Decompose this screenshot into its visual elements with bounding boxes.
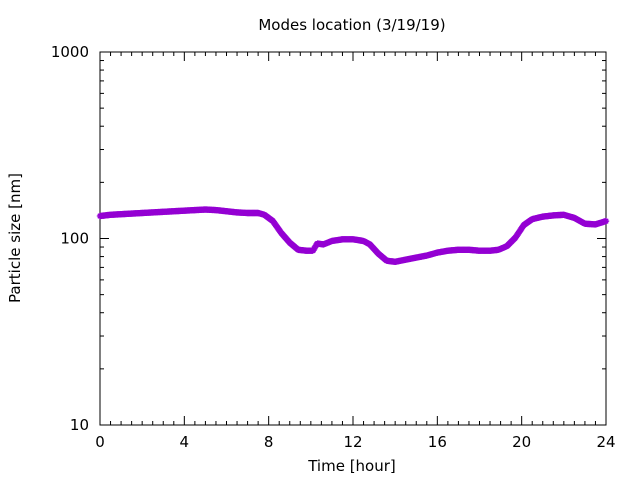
data-points bbox=[96, 206, 610, 266]
x-tick-label: 16 bbox=[428, 433, 447, 451]
y-tick-label: 100 bbox=[60, 230, 89, 248]
data-point bbox=[602, 217, 610, 225]
chart-title: Modes location (3/19/19) bbox=[258, 16, 445, 34]
y-tick-label: 1000 bbox=[51, 43, 89, 61]
x-tick-label: 4 bbox=[180, 433, 190, 451]
x-axis-label: Time [hour] bbox=[307, 457, 396, 475]
x-tick-labels: 0 4 8 12 16 20 24 bbox=[95, 433, 615, 451]
x-tick-label: 0 bbox=[95, 433, 105, 451]
y-axis-label: Particle size [nm] bbox=[6, 173, 24, 303]
y-tick-label: 10 bbox=[70, 416, 89, 434]
x-tick-label: 20 bbox=[512, 433, 531, 451]
x-tick-label: 12 bbox=[343, 433, 362, 451]
axis-ticks bbox=[99, 51, 607, 426]
y-tick-labels: 10 100 1000 bbox=[51, 43, 89, 434]
x-tick-label: 24 bbox=[596, 433, 615, 451]
x-tick-label: 8 bbox=[264, 433, 274, 451]
